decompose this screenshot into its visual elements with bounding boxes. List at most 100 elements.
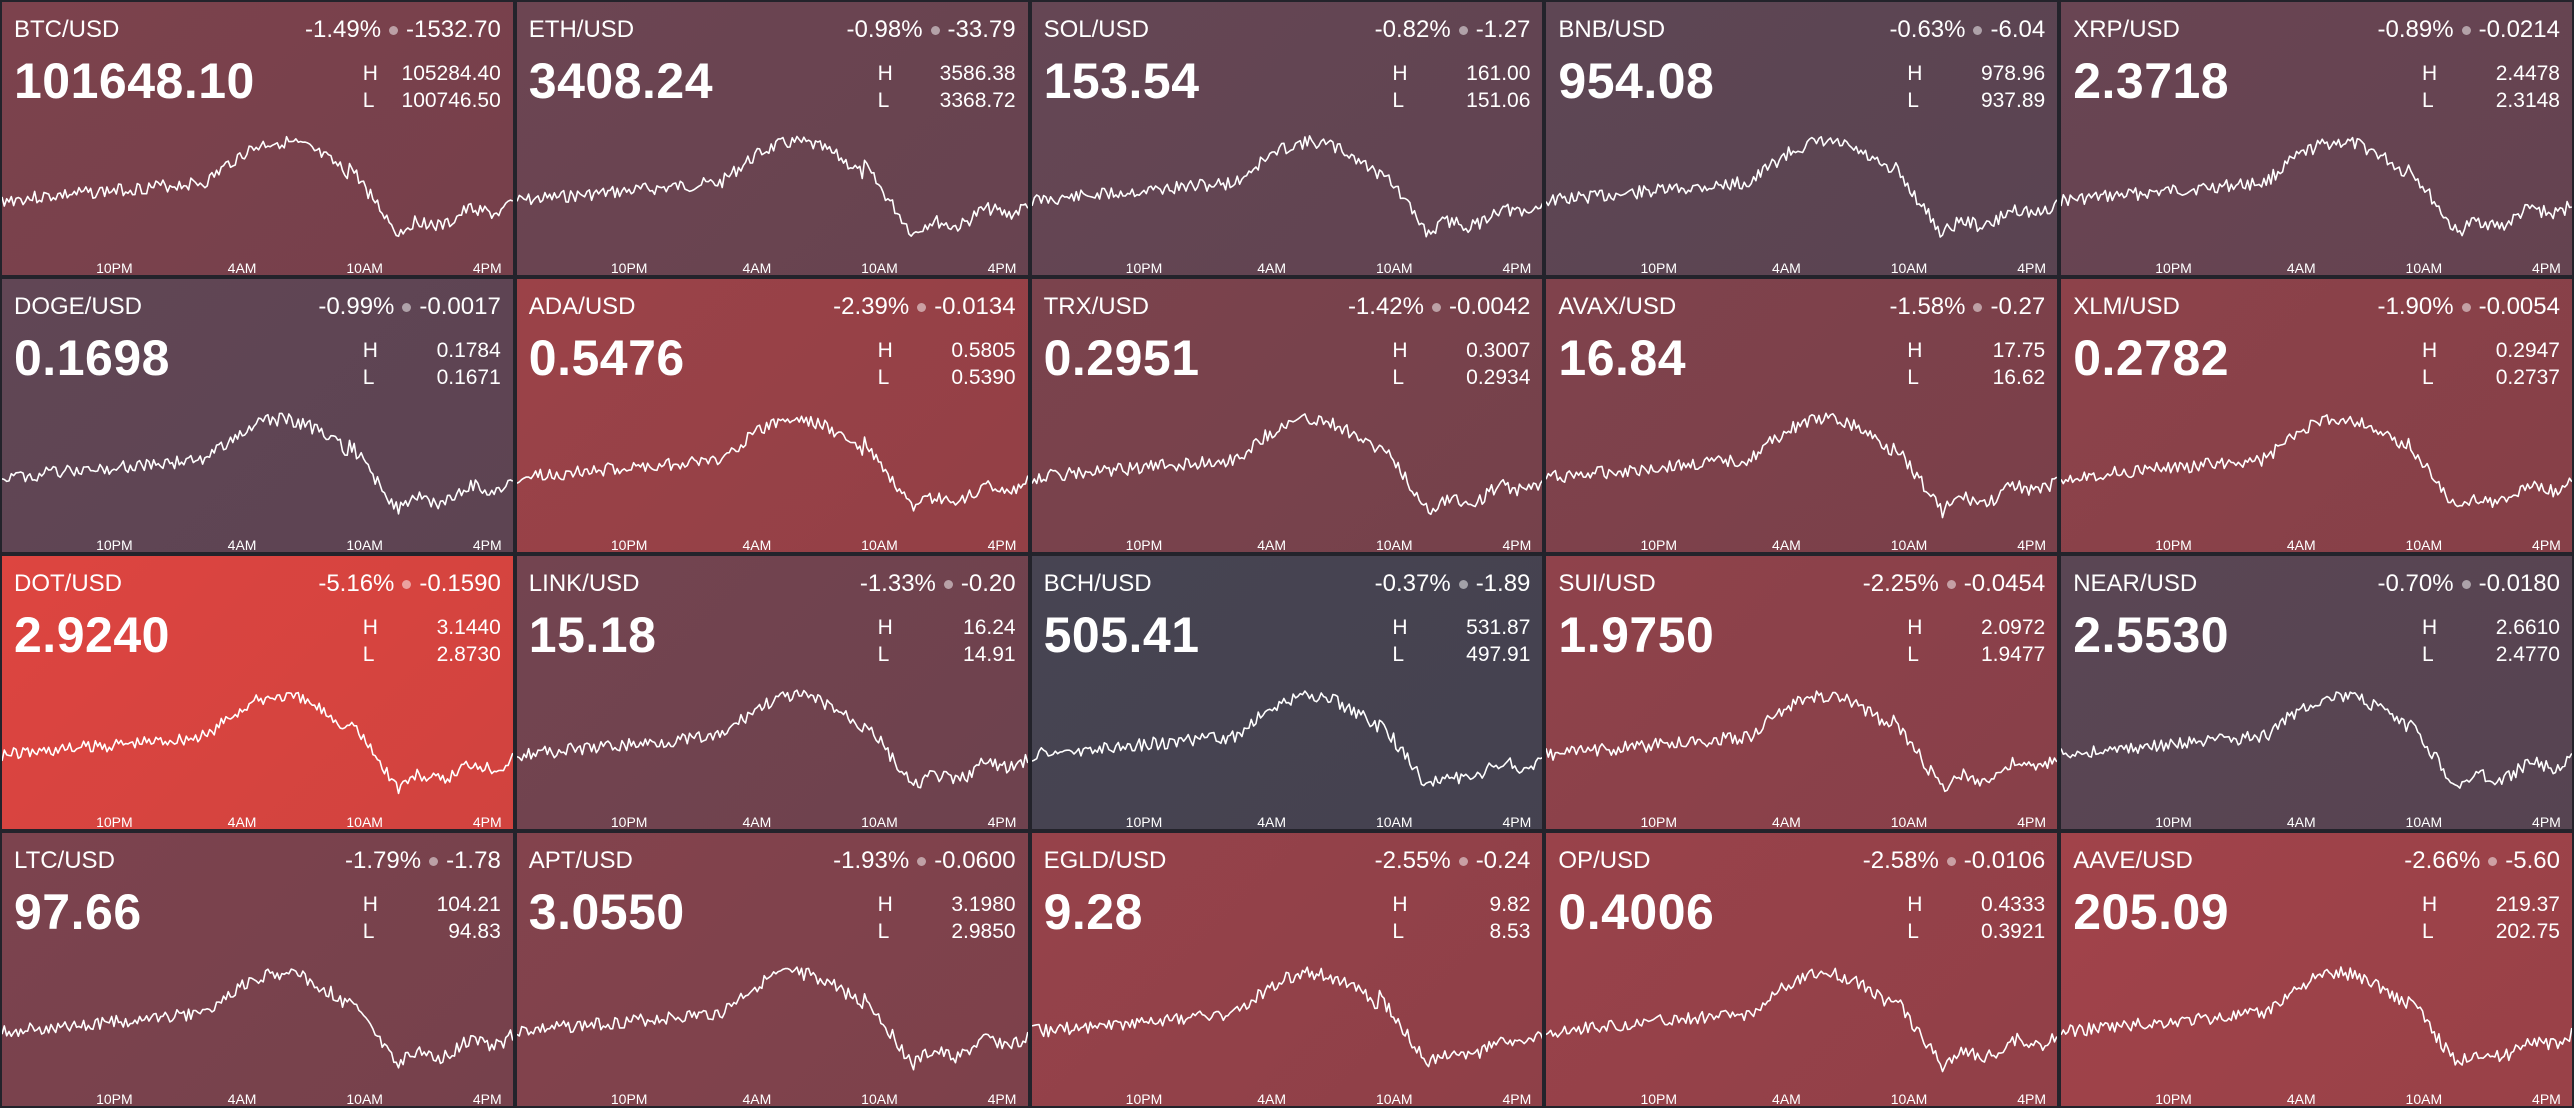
- time-tick-4pm: 4PM: [987, 814, 1017, 829]
- ticker-tile[interactable]: APT/USD -1.93% -0.0600 3.0550 H 3.1980 L 2.…: [516, 833, 1028, 1106]
- time-tick-4am: 4AM: [1772, 537, 1801, 552]
- time-tick-4pm: 4PM: [2532, 537, 2561, 552]
- high-low-box: H 2.0972 L 1.9477: [1907, 614, 2045, 668]
- percent-change: -1.79%: [345, 847, 422, 874]
- high-value: 17.75: [1992, 339, 2046, 362]
- low-value: 0.5390: [951, 366, 1016, 389]
- ticker-symbol: ETH/USD: [528, 16, 635, 43]
- high-row: H 0.1784: [363, 337, 501, 364]
- high-label: H: [877, 339, 893, 362]
- time-tick-4pm: 4PM: [2017, 1091, 2047, 1106]
- low-row: L 2.4770: [2422, 641, 2560, 668]
- high-value: 161.00: [1466, 62, 1531, 85]
- ticker-tile[interactable]: BNB/USD -0.63% -6.04 954.08 H 978.96 L 937.…: [1546, 2, 2058, 275]
- ticker-tile[interactable]: BTC/USD -1.49% -1532.70 101648.10 H 105284…: [2, 2, 513, 275]
- low-label: L: [1392, 366, 1405, 389]
- time-tick-10pm: 10PM: [1640, 1091, 1678, 1106]
- time-tick-4pm: 4PM: [2017, 814, 2047, 829]
- last-price: 9.28: [1043, 884, 1143, 940]
- price-sparkline: [2, 691, 513, 795]
- low-value: 8.53: [1489, 920, 1531, 943]
- ticker-tile[interactable]: EGLD/USD -2.55% -0.24 9.28 H 9.82 L 8.53 10…: [1031, 833, 1543, 1106]
- time-tick-10am: 10AM: [2405, 1091, 2443, 1106]
- sparkline-path: [516, 135, 1028, 237]
- separator-dot: [1458, 26, 1468, 36]
- ticker-tile[interactable]: NEAR/USD -0.70% -0.0180 2.5530 H 2.6610 L 2…: [2061, 556, 2572, 829]
- time-tick-4pm: 4PM: [1502, 260, 1532, 275]
- sparkline-path: [2061, 136, 2572, 237]
- percent-change: -1.49%: [305, 16, 382, 43]
- low-row: L 2.9850: [878, 918, 1016, 945]
- high-low-box: H 2.6610 L 2.4770: [2422, 614, 2560, 668]
- time-tick-10am: 10AM: [1890, 260, 1928, 275]
- high-row: H 2.6610: [2422, 614, 2560, 641]
- high-row: H 0.2947: [2422, 337, 2560, 364]
- ticker-tile[interactable]: ADA/USD -2.39% -0.0134 0.5476 H 0.5805 L 0.…: [516, 279, 1028, 552]
- high-value: 0.1784: [436, 339, 501, 362]
- ticker-tile[interactable]: BCH/USD -0.37% -1.89 505.41 H 531.87 L 497.…: [1031, 556, 1543, 829]
- ticker-change: -0.89% -0.0214: [2378, 16, 2560, 44]
- percent-change: -1.33%: [859, 570, 936, 597]
- time-tick-4pm: 4PM: [2017, 260, 2047, 275]
- high-value: 531.87: [1466, 616, 1531, 639]
- ticker-tile[interactable]: LTC/USD -1.79% -1.78 97.66 H 104.21 L 94.83…: [2, 833, 513, 1106]
- high-row: H 3586.38: [878, 60, 1016, 87]
- ticker-tile[interactable]: AVAX/USD -1.58% -0.27 16.84 H 17.75 L 16.62…: [1546, 279, 2058, 552]
- ticker-tile[interactable]: XRP/USD -0.89% -0.0214 2.3718 H 2.4478 L 2.…: [2061, 2, 2572, 275]
- high-label: H: [362, 893, 378, 916]
- last-price: 2.3718: [2073, 53, 2230, 109]
- ticker-change: -1.49% -1532.70: [305, 16, 501, 44]
- time-tick-4am: 4AM: [742, 260, 772, 275]
- time-tick-4pm: 4PM: [987, 1091, 1017, 1106]
- high-label: H: [877, 62, 893, 85]
- time-tick-10am: 10AM: [861, 1091, 898, 1106]
- low-row: L 14.91: [878, 641, 1016, 668]
- sparkline-path: [2, 968, 513, 1069]
- ticker-symbol: BCH/USD: [1043, 570, 1152, 597]
- high-row: H 0.5805: [878, 337, 1016, 364]
- ticker-change: -1.33% -0.20: [860, 570, 1016, 598]
- time-tick-10am: 10AM: [1375, 260, 1413, 275]
- high-value: 3.1440: [436, 616, 501, 639]
- low-row: L 94.83: [363, 918, 501, 945]
- time-tick-4am: 4AM: [1772, 814, 1801, 829]
- ticker-tile[interactable]: AAVE/USD -2.66% -5.60 205.09 H 219.37 L 202…: [2061, 833, 2572, 1106]
- time-tick-4pm: 4PM: [1502, 1091, 1532, 1106]
- ticker-change: -2.55% -0.24: [1375, 847, 1531, 875]
- ticker-tile[interactable]: DOT/USD -5.16% -0.1590 2.9240 H 3.1440 L 2.…: [2, 556, 513, 829]
- sparkline-path: [2061, 966, 2572, 1066]
- separator-dot: [1458, 857, 1468, 867]
- high-label: H: [362, 62, 378, 85]
- ticker-tile[interactable]: XLM/USD -1.90% -0.0054 0.2782 H 0.2947 L 0.…: [2061, 279, 2572, 552]
- absolute-change: -0.0454: [1963, 570, 2046, 597]
- percent-change: -1.58%: [1889, 293, 1966, 320]
- high-row: H 104.21: [363, 891, 501, 918]
- time-tick-4pm: 4PM: [2532, 1091, 2561, 1106]
- time-tick-4am: 4AM: [742, 1091, 772, 1106]
- sparkline-path: [1031, 413, 1543, 516]
- high-row: H 2.0972: [1907, 614, 2045, 641]
- high-row: H 531.87: [1392, 614, 1530, 641]
- ticker-tile[interactable]: ETH/USD -0.98% -33.79 3408.24 H 3586.38 L 3…: [516, 2, 1028, 275]
- high-value: 0.5805: [951, 339, 1016, 362]
- absolute-change: -1.27: [1475, 16, 1531, 43]
- time-tick-10am: 10AM: [2405, 814, 2443, 829]
- high-value: 104.21: [436, 893, 501, 916]
- low-value: 497.91: [1466, 643, 1531, 666]
- ticker-symbol: LTC/USD: [14, 847, 115, 874]
- low-label: L: [1907, 920, 1919, 943]
- absolute-change: -0.0054: [2478, 293, 2560, 320]
- separator-dot: [930, 26, 940, 36]
- last-price: 954.08: [1558, 53, 1715, 109]
- ticker-tile[interactable]: DOGE/USD -0.99% -0.0017 0.1698 H 0.1784 L 0…: [2, 279, 513, 552]
- ticker-tile[interactable]: LINK/USD -1.33% -0.20 15.18 H 16.24 L 14.91…: [516, 556, 1028, 829]
- time-tick-10am: 10AM: [346, 1091, 383, 1106]
- ticker-tile[interactable]: OP/USD -2.58% -0.0106 0.4006 H 0.4333 L 0.3…: [1546, 833, 2058, 1106]
- sparkline-path: [1546, 136, 2058, 238]
- ticker-tile[interactable]: TRX/USD -1.42% -0.0042 0.2951 H 0.3007 L 0.…: [1031, 279, 1543, 552]
- ticker-tile[interactable]: SOL/USD -0.82% -1.27 153.54 H 161.00 L 151.…: [1031, 2, 1543, 275]
- low-row: L 497.91: [1392, 641, 1530, 668]
- time-tick-4pm: 4PM: [472, 537, 502, 552]
- ticker-tile[interactable]: SUI/USD -2.25% -0.0454 1.9750 H 2.0972 L 1.…: [1546, 556, 2058, 829]
- high-value: 978.96: [1980, 62, 2046, 85]
